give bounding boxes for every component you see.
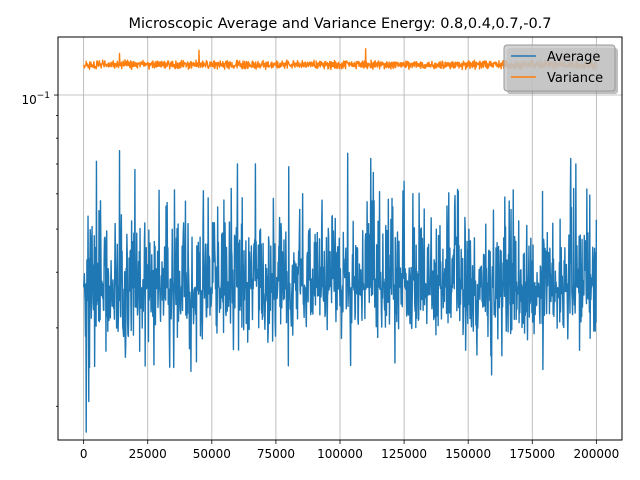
x-tick-label: 150000 <box>445 447 491 461</box>
legend-label-average: Average <box>547 50 600 65</box>
series-line-average <box>82 149 598 433</box>
legend-label-variance: Variance <box>547 71 603 86</box>
y-axis: 10−1 <box>21 91 58 407</box>
x-axis: 0 25000 50000 75000 100000 125000 150000 175000… <box>80 440 619 461</box>
x-tick-label: 50000 <box>193 447 231 461</box>
y-tick-label-exponent: −1 <box>37 91 50 101</box>
x-tick-label: 125000 <box>381 447 427 461</box>
x-tick-label: 75000 <box>257 447 295 461</box>
x-tick-label: 175000 <box>509 447 555 461</box>
x-tick-label: 100000 <box>317 447 363 461</box>
legend: Average Variance <box>503 44 618 94</box>
x-tick-label: 0 <box>80 447 88 461</box>
x-tick-label: 200000 <box>573 447 619 461</box>
y-tick-label-base: 10 <box>21 93 36 107</box>
y-tick-label-major: 10−1 <box>21 91 50 107</box>
chart-title: Microscopic Average and Variance Energy:… <box>128 16 551 32</box>
x-tick-label: 25000 <box>129 447 167 461</box>
